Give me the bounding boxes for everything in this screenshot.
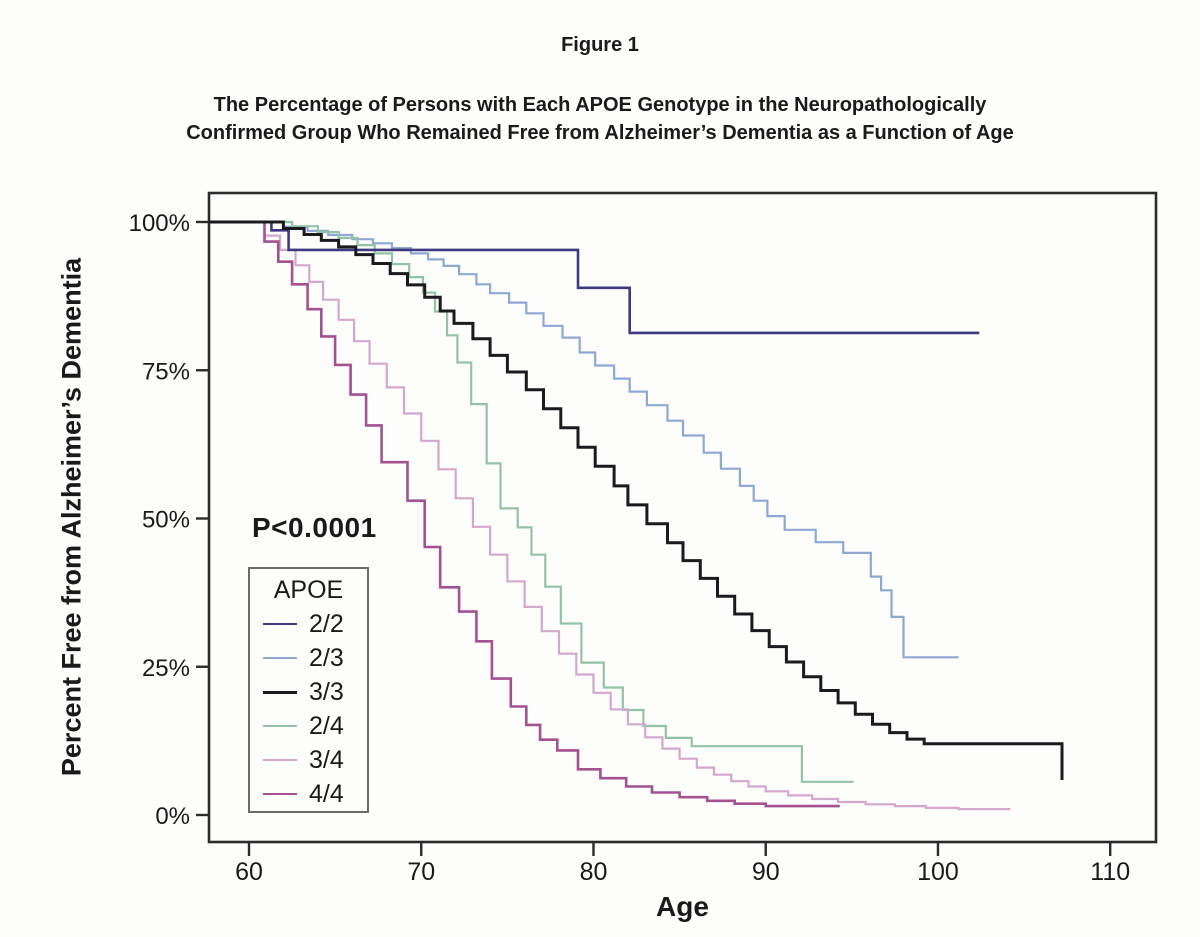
legend-line-swatch <box>263 622 297 626</box>
curve-apoe-4-4 <box>209 220 840 808</box>
legend-row-apoe-2-2: 2/2 <box>263 609 344 639</box>
x-tick-label: 70 <box>407 858 435 886</box>
curve-apoe-2-3 <box>209 220 959 659</box>
legend-line-swatch <box>263 792 297 796</box>
y-tick-label: 25% <box>142 655 190 682</box>
legend-row-apoe-2-4: 2/4 <box>263 711 344 741</box>
legend-label: 3/3 <box>309 677 344 706</box>
figure-label: Figure 1 <box>561 34 639 56</box>
legend-line-swatch <box>263 758 297 762</box>
curve-apoe-3-3 <box>209 220 1064 780</box>
x-tick-label: 100 <box>917 858 959 886</box>
figure-title: The Percentage of Persons with Each APOE… <box>0 91 1200 147</box>
curve-apoe-2-2 <box>209 220 980 335</box>
legend-label: 2/3 <box>309 643 344 672</box>
figure-title-line2: Confirmed Group Who Remained Free from A… <box>186 122 1014 144</box>
legend-label: 2/2 <box>309 609 344 638</box>
legend-label: 2/4 <box>309 711 344 740</box>
legend-row-apoe-3-4: 3/4 <box>263 745 344 775</box>
x-tick-label: 60 <box>235 858 263 886</box>
legend-row-apoe-3-3: 3/3 <box>263 677 344 707</box>
legend-title: APOE <box>273 576 344 604</box>
x-tick-label: 110 <box>1090 858 1130 886</box>
x-tick-label: 80 <box>580 858 608 886</box>
p-value-annotation: P<0.0001 <box>252 512 377 543</box>
x-tick-label: 90 <box>752 858 780 886</box>
curve-apoe-3-4 <box>209 220 1011 811</box>
legend-line-swatch <box>263 724 297 728</box>
curve-apoe-2-4 <box>209 220 854 783</box>
legend-line-swatch <box>263 656 297 660</box>
y-tick-label: 0% <box>155 803 190 830</box>
y-tick-label: 100% <box>129 210 190 237</box>
figure-title-line1: The Percentage of Persons with Each APOE… <box>213 94 987 116</box>
legend-label: 3/4 <box>309 745 344 774</box>
legend-line-swatch <box>263 690 297 694</box>
y-tick-label: 75% <box>142 358 190 385</box>
x-axis-label: Age <box>656 891 709 922</box>
y-tick-label: 50% <box>142 507 190 534</box>
legend-row-apoe-2-3: 2/3 <box>263 643 344 673</box>
legend-row-apoe-4-4: 4/4 <box>263 779 344 809</box>
legend-label: 4/4 <box>309 779 344 808</box>
legend-box: APOE 2/2 2/3 3/3 2/4 3/4 4/4 <box>248 567 369 813</box>
